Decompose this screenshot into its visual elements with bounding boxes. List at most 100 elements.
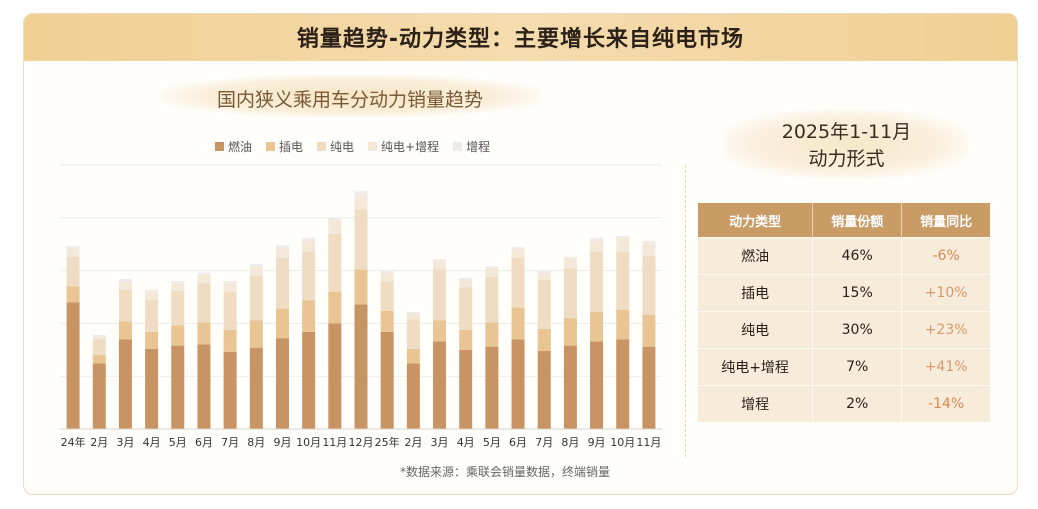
cell-type: 插电 <box>698 274 814 312</box>
bar-segment <box>66 286 80 303</box>
x-tick-label: 10月 <box>296 436 321 449</box>
panel-divider <box>685 165 686 457</box>
bar-segment <box>92 355 106 364</box>
x-tick-label: 2月 <box>404 436 422 449</box>
bar-segment <box>145 289 159 292</box>
x-tick-label: 11月 <box>322 436 347 449</box>
bar-segment <box>145 331 159 349</box>
cell-type: 燃油 <box>698 237 814 275</box>
legend-label: 燃油 <box>228 139 253 154</box>
legend-swatch <box>317 141 327 151</box>
bar-segment <box>380 272 394 282</box>
bar-segment <box>328 233 342 292</box>
x-tick-label: 25年 <box>375 435 400 449</box>
bar-segment <box>66 302 80 429</box>
bar-segment <box>485 276 499 323</box>
x-tick-label: 8月 <box>561 436 579 449</box>
table-row: 增程 2% -14% <box>698 385 990 422</box>
period-label: 2025年1-11月 <box>781 121 912 143</box>
title-banner: 销量趋势-动力类型：主要增长来自纯电市场 <box>24 14 1017 61</box>
bar-segment <box>433 261 447 270</box>
bar-segment <box>642 244 656 256</box>
x-tick-label: 6月 <box>509 436 527 449</box>
bar-segment <box>145 300 159 332</box>
bar-segment <box>563 256 577 259</box>
page-title: 销量趋势-动力类型：主要增长来自纯电市场 <box>296 27 745 52</box>
bar-segment <box>92 336 106 340</box>
cell-yoy: +23% <box>901 311 990 349</box>
bar-segment <box>511 339 525 429</box>
bar-segment <box>563 345 577 429</box>
bar-segment <box>380 331 394 429</box>
x-tick-label: 11月 <box>636 436 661 449</box>
bar-segment <box>275 338 289 429</box>
bar-segment <box>354 195 368 210</box>
bar-segment <box>302 237 316 242</box>
bar-segment <box>197 344 211 429</box>
x-tick-label: 7月 <box>535 436 553 449</box>
bar-segment <box>485 346 499 429</box>
bar-segment <box>642 314 656 347</box>
cell-yoy: +10% <box>901 274 990 312</box>
bar-segment <box>616 309 630 340</box>
x-tick-label: 5月 <box>483 436 501 449</box>
cell-type: 增程 <box>698 385 814 422</box>
bar-segment <box>485 322 499 347</box>
bar-segment <box>537 350 551 429</box>
column-header-yoy: 销量同比 <box>901 203 990 238</box>
bar-segment <box>590 311 604 342</box>
bar-segment <box>328 323 342 429</box>
bar-segment <box>406 319 420 349</box>
legend-item: 纯电 <box>317 138 354 155</box>
bar-segment <box>223 329 237 352</box>
bar-segment <box>328 217 342 221</box>
table-row: 纯电+增程 7% +41% <box>698 348 990 386</box>
bar-segment <box>459 280 473 288</box>
legend-swatch <box>215 141 224 151</box>
bar-segment <box>511 307 525 340</box>
x-tick-label: 4月 <box>457 436 475 449</box>
bar-segment <box>616 251 630 310</box>
bar-segment <box>302 331 316 429</box>
bar-segment <box>118 339 132 429</box>
x-tick-label: 7月 <box>221 436 239 449</box>
bar-segment <box>171 290 185 326</box>
chart-title: 国内狭义乘用车分动力销量趋势 <box>216 89 483 111</box>
bar-segment <box>328 220 342 234</box>
bar-segment <box>616 238 630 252</box>
bar-segment <box>380 281 394 311</box>
bar-segment <box>537 270 551 273</box>
table-header-row: 动力类型 销量份额 销量同比 <box>698 203 990 238</box>
bar-segment <box>354 269 368 305</box>
legend-item: 燃油 <box>215 138 252 155</box>
bar-segment <box>171 325 185 346</box>
bar-segment <box>197 283 211 323</box>
bar-segment <box>459 287 473 330</box>
table-row: 纯电 30% +23% <box>698 311 990 349</box>
table-row: 燃油 46% -6% <box>698 237 990 275</box>
bar-segment <box>642 346 656 429</box>
bar-segment <box>642 255 656 315</box>
bar-segment <box>66 246 80 249</box>
bar-segment <box>118 279 132 282</box>
bar-segment <box>406 348 420 364</box>
bar-segment <box>92 339 106 356</box>
x-tick-label: 12月 <box>349 436 374 449</box>
bar-segment <box>511 247 525 250</box>
bar-segment <box>92 335 106 337</box>
legend-swatch <box>368 141 378 151</box>
x-tick-label: 6月 <box>195 436 213 449</box>
bar-segment <box>380 310 394 332</box>
bar-segment <box>275 308 289 339</box>
bar-segment <box>197 272 211 275</box>
bar-segment <box>485 268 499 277</box>
column-header-type: 动力类型 <box>698 203 814 238</box>
bar-segment <box>275 245 289 248</box>
bar-segment <box>459 277 473 281</box>
bar-segment <box>537 280 551 329</box>
bar-segment <box>642 241 656 245</box>
legend-swatch <box>453 141 463 151</box>
x-tick-label: 3月 <box>116 436 134 449</box>
bar-segment <box>145 291 159 301</box>
